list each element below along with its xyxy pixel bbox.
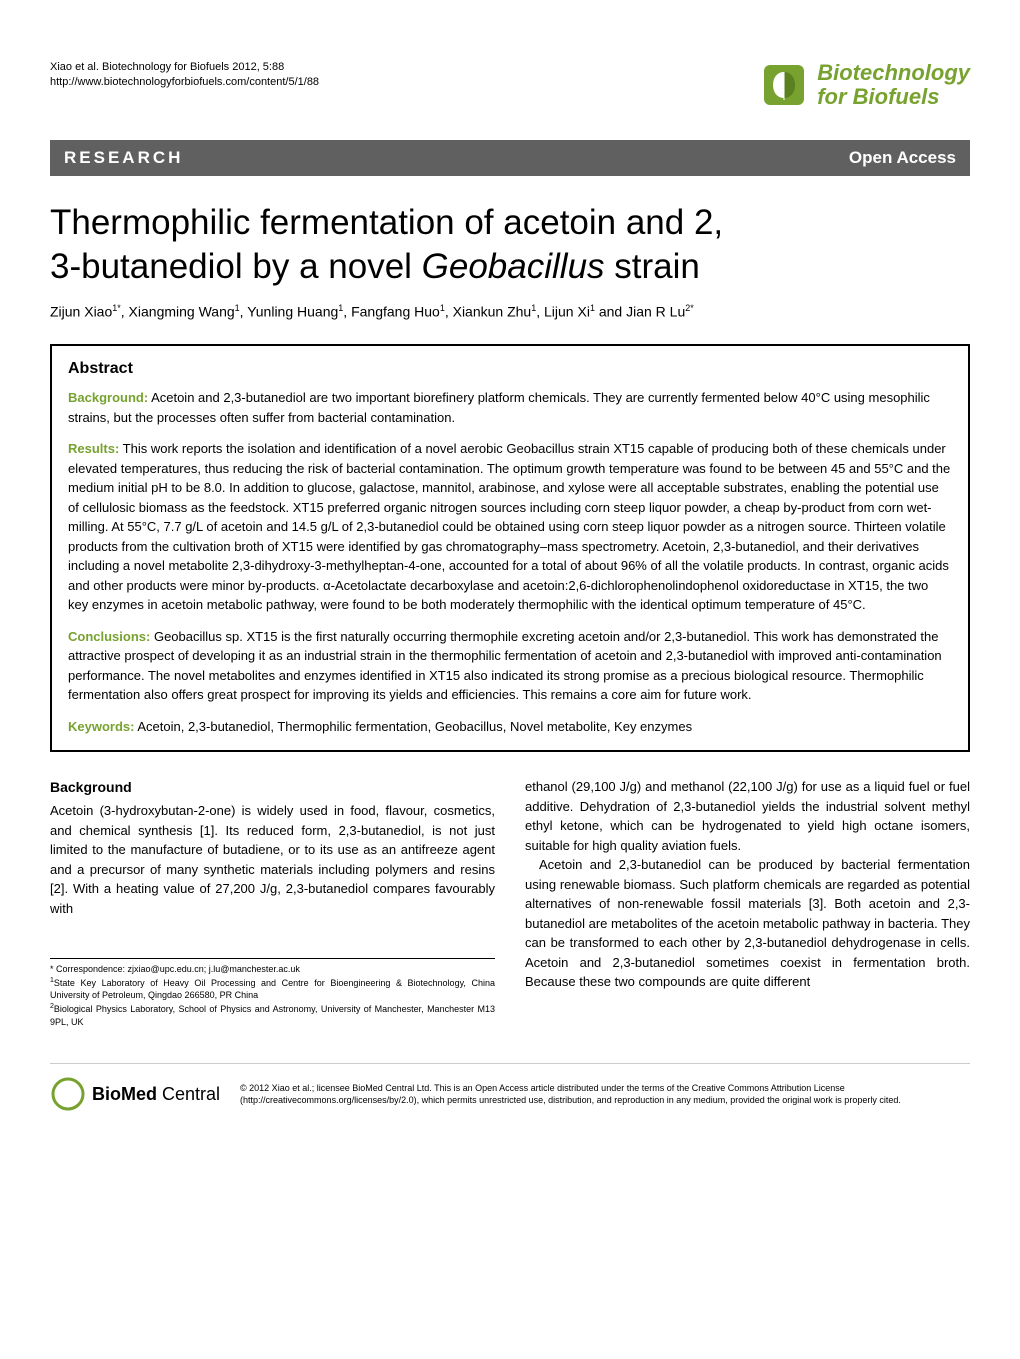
keywords-label: Keywords: xyxy=(68,719,134,734)
abstract-background: Background: Acetoin and 2,3-butanediol a… xyxy=(68,388,952,427)
background-heading: Background xyxy=(50,777,495,798)
column2-para1: ethanol (29,100 J/g) and methanol (22,10… xyxy=(525,777,970,855)
citation-url: http://www.biotechnologyforbiofuels.com/… xyxy=(50,75,319,90)
background-label: Background: xyxy=(68,390,148,405)
column-left: Background Acetoin (3-hydroxybutan-2-one… xyxy=(50,777,495,1028)
correspondence-emails: * Correspondence: zjxiao@upc.edu.cn; j.l… xyxy=(50,963,495,976)
column1-text: Acetoin (3-hydroxybutan-2-one) is widely… xyxy=(50,801,495,918)
page-footer: BioMed Central © 2012 Xiao et al.; licen… xyxy=(50,1063,970,1112)
research-label: RESEARCH xyxy=(64,148,183,168)
title-italic: Geobacillus xyxy=(422,247,605,286)
leaf-icon xyxy=(759,60,809,110)
conclusions-label: Conclusions: xyxy=(68,629,150,644)
column2-para2: Acetoin and 2,3-butanediol can be produc… xyxy=(525,855,970,992)
copyright-text: © 2012 Xiao et al.; licensee BioMed Cent… xyxy=(240,1082,970,1107)
journal-name-line2: for Biofuels xyxy=(817,85,970,109)
research-bar: RESEARCH Open Access xyxy=(50,140,970,176)
title-line2-part2: strain xyxy=(605,247,700,286)
biomed-text: BioMed Central xyxy=(92,1084,220,1105)
biomed-icon xyxy=(50,1076,86,1112)
column-right: ethanol (29,100 J/g) and methanol (22,10… xyxy=(525,777,970,1028)
authors-list: Zijun Xiao1*, Xiangming Wang1, Yunling H… xyxy=(50,303,970,320)
title-line1: Thermophilic fermentation of acetoin and… xyxy=(50,203,723,242)
correspondence-divider xyxy=(50,958,495,959)
results-text: This work reports the isolation and iden… xyxy=(68,441,950,612)
results-label: Results: xyxy=(68,441,119,456)
abstract-results: Results: This work reports the isolation… xyxy=(68,439,952,615)
biomed-logo: BioMed Central xyxy=(50,1076,220,1112)
affiliation-1: 1State Key Laboratory of Heavy Oil Proce… xyxy=(50,976,495,1002)
abstract-heading: Abstract xyxy=(68,360,952,378)
correspondence-block: * Correspondence: zjxiao@upc.edu.cn; j.l… xyxy=(50,963,495,1028)
citation-text: Xiao et al. Biotechnology for Biofuels 2… xyxy=(50,60,319,75)
title-line2-part1: 3-butanediol by a novel xyxy=(50,247,422,286)
affiliation-2: 2Biological Physics Laboratory, School o… xyxy=(50,1002,495,1028)
open-access-label: Open Access xyxy=(849,148,956,168)
journal-logo: Biotechnology for Biofuels xyxy=(759,60,970,110)
body-content: Background Acetoin (3-hydroxybutan-2-one… xyxy=(50,777,970,1028)
conclusions-text: Geobacillus sp. XT15 is the first natura… xyxy=(68,629,942,703)
page-header: Xiao et al. Biotechnology for Biofuels 2… xyxy=(50,60,970,110)
article-title: Thermophilic fermentation of acetoin and… xyxy=(50,201,970,289)
abstract-box: Abstract Background: Acetoin and 2,3-but… xyxy=(50,344,970,752)
abstract-conclusions: Conclusions: Geobacillus sp. XT15 is the… xyxy=(68,627,952,705)
citation-block: Xiao et al. Biotechnology for Biofuels 2… xyxy=(50,60,319,91)
journal-name-line1: Biotechnology xyxy=(817,61,970,85)
journal-branding: Biotechnology for Biofuels xyxy=(759,60,970,110)
abstract-keywords: Keywords: Acetoin, 2,3-butanediol, Therm… xyxy=(68,717,952,737)
keywords-text: Acetoin, 2,3-butanediol, Thermophilic fe… xyxy=(134,719,692,734)
background-text: Acetoin and 2,3-butanediol are two impor… xyxy=(68,390,930,425)
journal-name: Biotechnology for Biofuels xyxy=(817,61,970,109)
